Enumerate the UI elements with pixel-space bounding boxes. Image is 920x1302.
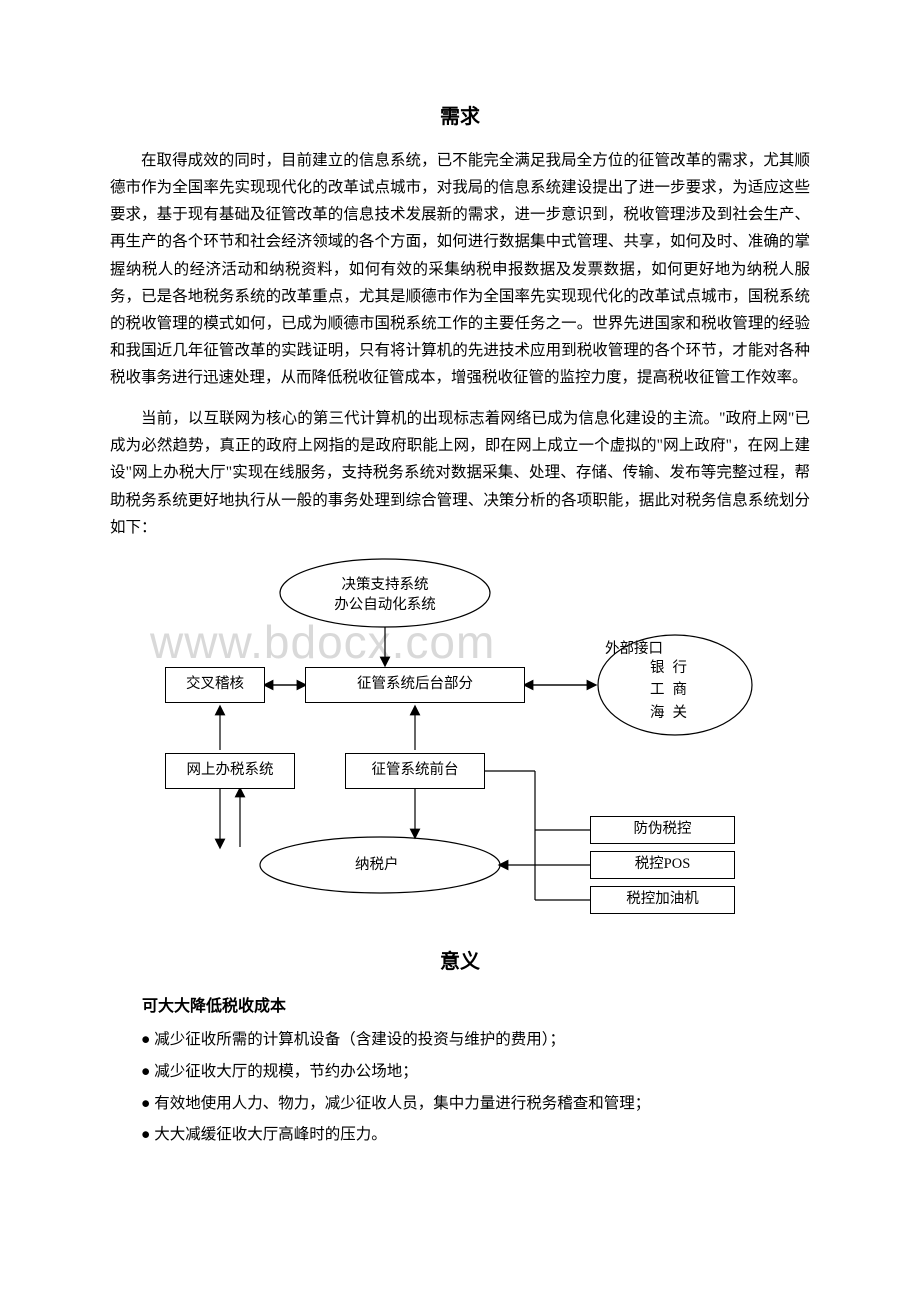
node-cross-check: 交叉稽核: [165, 667, 265, 703]
top-ellipse-line2: 办公自动化系统: [334, 597, 436, 613]
node-anti-fake: 防伪税控: [590, 816, 735, 844]
bullet-4: ● 大大减缓征收大厅高峰时的压力。: [141, 1121, 810, 1149]
heading-meaning: 意义: [110, 945, 810, 974]
subheading-lower-cost: 可大大降低税收成本: [142, 992, 810, 1016]
ext-customs: 海关: [650, 705, 695, 721]
ext-interface-title: 外部接口: [605, 637, 663, 658]
node-tax-gas: 税控加油机: [590, 886, 735, 914]
node-tax-pos: 税控POS: [590, 851, 735, 879]
paragraph-1: 在取得成效的同时，目前建立的信息系统，已不能完全满足我局全方位的征管改革的需求，…: [110, 147, 810, 391]
node-frontend: 征管系统前台: [345, 753, 485, 789]
system-diagram: www.bdocx.com: [110, 555, 810, 925]
bullet-3: ● 有效地使用人力、物力，减少征收人员，集中力量进行税务稽查和管理；: [141, 1090, 810, 1118]
ext-bank: 银行: [650, 660, 695, 676]
heading-demand: 需求: [110, 100, 810, 129]
node-taxpayer: 纳税户: [355, 855, 399, 875]
ext-commerce: 工商: [650, 682, 695, 698]
top-ellipse-line1: 决策支持系统: [342, 577, 429, 593]
paragraph-2: 当前，以互联网为核心的第三代计算机的出现标志着网络已成为信息化建设的主流。"政府…: [110, 405, 810, 541]
node-top-ellipse: 决策支持系统 办公自动化系统: [325, 575, 445, 616]
ext-interface-list: 银行 工商 海关: [650, 657, 695, 724]
bullet-2: ● 减少征收大厅的规模，节约办公场地；: [141, 1058, 810, 1086]
node-online-tax: 网上办税系统: [165, 753, 295, 789]
bullet-1: ● 减少征收所需的计算机设备（含建设的投资与维护的费用）；: [141, 1026, 810, 1054]
node-backend: 征管系统后台部分: [305, 667, 525, 703]
